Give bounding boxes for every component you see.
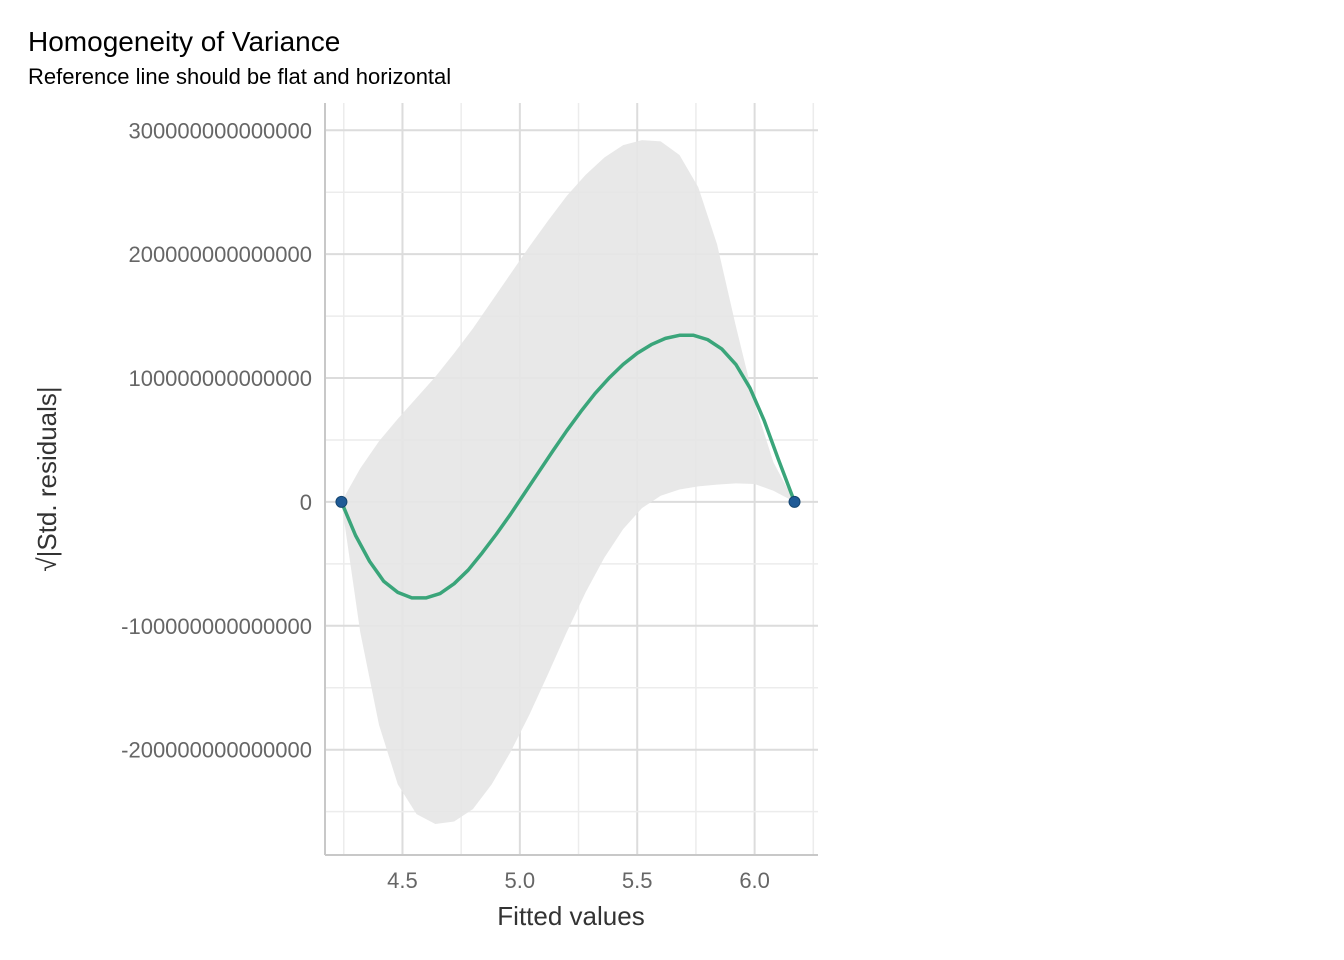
x-axis-title: Fitted values <box>497 901 644 931</box>
chart-subtitle: Reference line should be flat and horizo… <box>28 64 451 89</box>
x-tick-label: 4.5 <box>387 868 418 893</box>
confidence-band <box>341 140 795 825</box>
data-point <box>788 495 801 508</box>
confidence-band-layer <box>341 140 795 825</box>
smooth-line-layer <box>339 333 797 600</box>
y-tick-labels: 300000000000000 200000000000000 1000000000… <box>121 118 312 762</box>
data-point <box>335 495 348 508</box>
x-tick-labels: 4.5 5.0 5.5 6.0 <box>387 868 770 893</box>
y-tick-label: 300000000000000 <box>128 118 312 143</box>
axes <box>324 103 818 856</box>
y-tick-label: -200000000000000 <box>121 738 312 763</box>
x-tick-label: 5.5 <box>622 868 653 893</box>
y-tick-label: 0 <box>300 490 312 515</box>
x-tick-label: 5.0 <box>505 868 536 893</box>
smooth-line <box>339 333 797 600</box>
data-points-layer <box>335 495 801 508</box>
chart-title: Homogeneity of Variance <box>28 26 340 57</box>
x-tick-label: 6.0 <box>739 868 770 893</box>
y-tick-label: 200000000000000 <box>128 242 312 267</box>
y-tick-label: -100000000000000 <box>121 614 312 639</box>
y-tick-label: 100000000000000 <box>128 366 312 391</box>
y-axis-title: √|Std. residuals| <box>32 386 62 571</box>
